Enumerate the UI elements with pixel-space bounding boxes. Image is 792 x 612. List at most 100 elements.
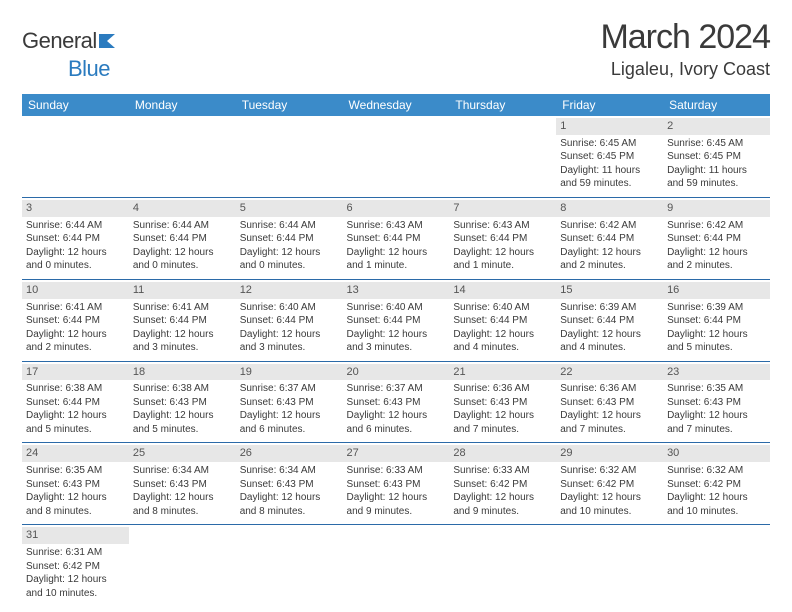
sunrise-text: Sunrise: 6:34 AM [133, 464, 232, 478]
calendar-cell: 20Sunrise: 6:37 AMSunset: 6:43 PMDayligh… [343, 361, 450, 443]
daylight-text: Daylight: 12 hours and 5 minutes. [26, 409, 125, 436]
day-header: Thursday [449, 94, 556, 116]
day-number: 31 [22, 527, 129, 544]
sunset-text: Sunset: 6:44 PM [560, 314, 659, 328]
calendar-cell: 10Sunrise: 6:41 AMSunset: 6:44 PMDayligh… [22, 279, 129, 361]
daylight-text: Daylight: 12 hours and 7 minutes. [453, 409, 552, 436]
day-header: Sunday [22, 94, 129, 116]
sunrise-text: Sunrise: 6:37 AM [240, 382, 339, 396]
daylight-text: Daylight: 12 hours and 8 minutes. [133, 491, 232, 518]
day-number: 17 [22, 364, 129, 381]
calendar-row: 24Sunrise: 6:35 AMSunset: 6:43 PMDayligh… [22, 443, 770, 525]
daylight-text: Daylight: 12 hours and 0 minutes. [26, 246, 125, 273]
calendar-cell: 30Sunrise: 6:32 AMSunset: 6:42 PMDayligh… [663, 443, 770, 525]
day-info: Sunrise: 6:35 AMSunset: 6:43 PMDaylight:… [667, 382, 766, 436]
sunrise-text: Sunrise: 6:38 AM [26, 382, 125, 396]
calendar-cell [236, 525, 343, 606]
sunset-text: Sunset: 6:44 PM [26, 314, 125, 328]
calendar-row: 10Sunrise: 6:41 AMSunset: 6:44 PMDayligh… [22, 279, 770, 361]
flag-icon [97, 30, 119, 56]
calendar-cell: 17Sunrise: 6:38 AMSunset: 6:44 PMDayligh… [22, 361, 129, 443]
day-info: Sunrise: 6:33 AMSunset: 6:42 PMDaylight:… [453, 464, 552, 518]
sunset-text: Sunset: 6:43 PM [667, 396, 766, 410]
sunset-text: Sunset: 6:43 PM [560, 396, 659, 410]
day-header: Saturday [663, 94, 770, 116]
daylight-text: Daylight: 12 hours and 7 minutes. [560, 409, 659, 436]
sunset-text: Sunset: 6:45 PM [560, 150, 659, 164]
sunrise-text: Sunrise: 6:42 AM [667, 219, 766, 233]
calendar-cell: 3Sunrise: 6:44 AMSunset: 6:44 PMDaylight… [22, 197, 129, 279]
sunrise-text: Sunrise: 6:32 AM [667, 464, 766, 478]
day-number: 14 [449, 282, 556, 299]
day-info: Sunrise: 6:42 AMSunset: 6:44 PMDaylight:… [667, 219, 766, 273]
sunset-text: Sunset: 6:44 PM [560, 232, 659, 246]
day-info: Sunrise: 6:40 AMSunset: 6:44 PMDaylight:… [347, 301, 446, 355]
calendar-cell: 18Sunrise: 6:38 AMSunset: 6:43 PMDayligh… [129, 361, 236, 443]
calendar-cell: 25Sunrise: 6:34 AMSunset: 6:43 PMDayligh… [129, 443, 236, 525]
sunset-text: Sunset: 6:43 PM [453, 396, 552, 410]
calendar-cell: 8Sunrise: 6:42 AMSunset: 6:44 PMDaylight… [556, 197, 663, 279]
calendar-cell [22, 116, 129, 197]
calendar-cell: 11Sunrise: 6:41 AMSunset: 6:44 PMDayligh… [129, 279, 236, 361]
daylight-text: Daylight: 12 hours and 10 minutes. [560, 491, 659, 518]
day-info: Sunrise: 6:43 AMSunset: 6:44 PMDaylight:… [453, 219, 552, 273]
sunset-text: Sunset: 6:42 PM [26, 560, 125, 574]
day-info: Sunrise: 6:45 AMSunset: 6:45 PMDaylight:… [560, 137, 659, 191]
daylight-text: Daylight: 12 hours and 2 minutes. [560, 246, 659, 273]
sunrise-text: Sunrise: 6:34 AM [240, 464, 339, 478]
day-info: Sunrise: 6:32 AMSunset: 6:42 PMDaylight:… [667, 464, 766, 518]
sunset-text: Sunset: 6:44 PM [240, 314, 339, 328]
daylight-text: Daylight: 12 hours and 2 minutes. [667, 246, 766, 273]
day-info: Sunrise: 6:36 AMSunset: 6:43 PMDaylight:… [560, 382, 659, 436]
sunset-text: Sunset: 6:42 PM [453, 478, 552, 492]
day-number: 4 [129, 200, 236, 217]
daylight-text: Daylight: 12 hours and 4 minutes. [560, 328, 659, 355]
daylight-text: Daylight: 12 hours and 7 minutes. [667, 409, 766, 436]
sunset-text: Sunset: 6:44 PM [453, 314, 552, 328]
sunrise-text: Sunrise: 6:38 AM [133, 382, 232, 396]
sunset-text: Sunset: 6:44 PM [667, 232, 766, 246]
day-info: Sunrise: 6:37 AMSunset: 6:43 PMDaylight:… [347, 382, 446, 436]
day-number: 13 [343, 282, 450, 299]
daylight-text: Daylight: 12 hours and 0 minutes. [133, 246, 232, 273]
logo-text: General Blue [22, 28, 119, 82]
daylight-text: Daylight: 12 hours and 10 minutes. [26, 573, 125, 600]
calendar-table: SundayMondayTuesdayWednesdayThursdayFrid… [22, 94, 770, 606]
calendar-cell: 29Sunrise: 6:32 AMSunset: 6:42 PMDayligh… [556, 443, 663, 525]
day-header: Monday [129, 94, 236, 116]
day-info: Sunrise: 6:39 AMSunset: 6:44 PMDaylight:… [560, 301, 659, 355]
daylight-text: Daylight: 12 hours and 3 minutes. [347, 328, 446, 355]
calendar-cell: 4Sunrise: 6:44 AMSunset: 6:44 PMDaylight… [129, 197, 236, 279]
day-info: Sunrise: 6:43 AMSunset: 6:44 PMDaylight:… [347, 219, 446, 273]
calendar-cell: 31Sunrise: 6:31 AMSunset: 6:42 PMDayligh… [22, 525, 129, 606]
calendar-cell: 16Sunrise: 6:39 AMSunset: 6:44 PMDayligh… [663, 279, 770, 361]
day-number: 20 [343, 364, 450, 381]
day-info: Sunrise: 6:34 AMSunset: 6:43 PMDaylight:… [240, 464, 339, 518]
sunrise-text: Sunrise: 6:41 AM [26, 301, 125, 315]
header: General Blue March 2024 Ligaleu, Ivory C… [22, 18, 770, 82]
daylight-text: Daylight: 12 hours and 10 minutes. [667, 491, 766, 518]
calendar-cell: 14Sunrise: 6:40 AMSunset: 6:44 PMDayligh… [449, 279, 556, 361]
day-info: Sunrise: 6:41 AMSunset: 6:44 PMDaylight:… [26, 301, 125, 355]
daylight-text: Daylight: 12 hours and 6 minutes. [347, 409, 446, 436]
daylight-text: Daylight: 12 hours and 9 minutes. [347, 491, 446, 518]
sunset-text: Sunset: 6:42 PM [667, 478, 766, 492]
logo-text-1: General [22, 28, 97, 53]
day-number: 5 [236, 200, 343, 217]
daylight-text: Daylight: 12 hours and 8 minutes. [240, 491, 339, 518]
calendar-cell: 9Sunrise: 6:42 AMSunset: 6:44 PMDaylight… [663, 197, 770, 279]
sunrise-text: Sunrise: 6:44 AM [240, 219, 339, 233]
daylight-text: Daylight: 12 hours and 6 minutes. [240, 409, 339, 436]
calendar-cell [129, 525, 236, 606]
sunrise-text: Sunrise: 6:43 AM [347, 219, 446, 233]
sunset-text: Sunset: 6:43 PM [347, 478, 446, 492]
calendar-cell [556, 525, 663, 606]
day-number: 22 [556, 364, 663, 381]
sunset-text: Sunset: 6:44 PM [453, 232, 552, 246]
day-header: Friday [556, 94, 663, 116]
sunrise-text: Sunrise: 6:35 AM [26, 464, 125, 478]
sunset-text: Sunset: 6:44 PM [667, 314, 766, 328]
daylight-text: Daylight: 12 hours and 5 minutes. [667, 328, 766, 355]
sunset-text: Sunset: 6:42 PM [560, 478, 659, 492]
day-header: Tuesday [236, 94, 343, 116]
